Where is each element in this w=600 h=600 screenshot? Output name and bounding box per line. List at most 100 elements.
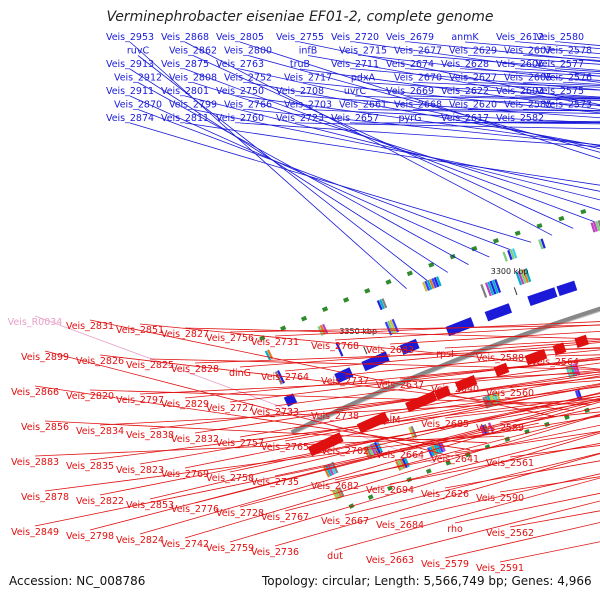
forward-gene-label: Veis_2603 [496, 86, 544, 97]
gc-mark [445, 460, 452, 466]
forward-cog-bar [489, 280, 497, 295]
forward-gene-label: Veis_2723 [276, 113, 324, 124]
reverse-gene-label: Veis_2832 [171, 434, 219, 445]
forward-gene-arrow [556, 280, 578, 297]
forward-cog-bar [376, 300, 383, 311]
forward-cog-bar [502, 251, 508, 262]
forward-cog-bar [595, 220, 600, 232]
forward-label-leader [129, 68, 449, 273]
reverse-gene-label: Veis_2694 [366, 485, 414, 496]
forward-gene-label: Veis_2715 [339, 46, 387, 57]
forward-cog-bar [519, 269, 527, 284]
forward-gene-label: Veis_2617 [441, 113, 489, 124]
forward-gene-label: Veis_2657 [331, 113, 379, 124]
gc-mark [406, 270, 413, 277]
reverse-label-leader [229, 357, 600, 403]
forward-gene-label: Veis_2661 [339, 100, 387, 111]
reverse-label-leader [184, 384, 600, 469]
forward-label-leader [409, 41, 600, 62]
reverse-gene-label: Veis_2829 [161, 399, 209, 410]
reverse-label-leader [184, 358, 600, 399]
reverse-gene-label: Veis_2640 [431, 384, 479, 395]
reverse-gene-label: Veis_2727 [206, 403, 254, 414]
reverse-cog-bar [322, 465, 330, 478]
reverse-gene-label: Veis_2564 [531, 357, 579, 368]
forward-cog-bar [504, 250, 511, 261]
gc-mark [280, 325, 287, 332]
forward-gene-label: Veis_2799 [169, 100, 217, 111]
forward-cog-bar [276, 370, 285, 384]
reverse-cog-bar [491, 393, 498, 406]
forward-cog-bar [522, 268, 529, 283]
forward-label-leader [307, 55, 600, 107]
forward-gene-label: uvrC [344, 86, 367, 97]
forward-gene-label: Veis_2708 [276, 86, 324, 97]
forward-gene-label: Veis_2578 [544, 46, 592, 57]
forward-gene-label: Veis_2711 [331, 59, 379, 70]
reverse-gene-label: Veis_2822 [76, 496, 124, 507]
forward-gene-label: Veis_2874 [106, 113, 154, 124]
reverse-label-leader [274, 362, 600, 407]
forward-gene-label: Veis_2862 [169, 46, 217, 57]
reverse-label-leader [194, 371, 600, 434]
reverse-gene-label: Veis_2757 [216, 438, 264, 449]
reverse-label-leader [229, 393, 600, 473]
gc-mark [300, 315, 308, 322]
forward-label-leader [239, 95, 600, 146]
reverse-cog-bar [336, 488, 343, 499]
forward-cog-bar [379, 299, 385, 310]
reverse-gene-arrow [454, 374, 478, 392]
forward-label-leader [409, 95, 600, 101]
reverse-gene-label: Veis_2579 [421, 559, 469, 570]
gc-mark [259, 335, 266, 342]
forward-gene-label: Veis_2811 [161, 113, 209, 124]
reverse-gene-label: Veis_2769 [161, 469, 209, 480]
accession-label: Accession: NC_008786 [9, 574, 146, 588]
reverse-gene-label: Veis_2702 [321, 446, 369, 457]
reverse-gene-label: Veis_R0034 [8, 317, 63, 328]
forward-cog-bar [538, 239, 544, 250]
reverse-gene-label: Veis_2588 [476, 353, 524, 364]
reverse-gene-label: Veis_2851 [116, 325, 164, 336]
forward-gene-label: Veis_2911 [106, 86, 154, 97]
reverse-label-leader [34, 315, 436, 465]
reverse-gene-label: Veis_2856 [21, 422, 69, 433]
forward-gene-label: Veis_2612 [496, 32, 544, 43]
forward-cog-bar [384, 321, 393, 336]
gc-mark [449, 253, 456, 260]
reverse-gene-label: Veis_2820 [66, 391, 114, 402]
reverse-gene-label: Veis_2683 [366, 345, 414, 356]
forward-label-leader [247, 55, 600, 153]
reverse-gene-label: Veis_2684 [376, 520, 424, 531]
forward-gene-label: Veis_2801 [161, 86, 209, 97]
reverse-gene-arrow [574, 334, 589, 349]
reverse-label-leader [284, 342, 600, 372]
scale-tick-label: 3300 kbp [491, 267, 529, 276]
forward-label-leader [192, 82, 600, 211]
forward-cog-bar [335, 342, 344, 357]
forward-label-leader [239, 122, 600, 147]
reverse-label-leader [274, 321, 600, 337]
reverse-label-leader [34, 435, 505, 457]
forward-cog-bar [435, 276, 442, 287]
gc-mark [343, 297, 350, 303]
forward-label-leader [184, 122, 600, 186]
reverse-gene-label: Veis_2589 [476, 423, 524, 434]
reverse-gene-arrow [524, 348, 548, 366]
gc-mark [321, 306, 329, 312]
reverse-cog-bar [399, 459, 406, 470]
forward-gene-label: Veis_2628 [441, 59, 489, 70]
reverse-cog-bar [338, 487, 345, 498]
reverse-gene-label: Veis_2728 [216, 508, 264, 519]
reverse-gene-label: Veis_2768 [311, 341, 359, 352]
forward-gene-arrow [527, 287, 558, 306]
forward-cog-bar [517, 270, 525, 285]
forward-gene-label: Veis_2629 [449, 46, 497, 57]
reverse-label-leader [284, 431, 600, 512]
forward-label-leader [184, 68, 595, 223]
forward-cog-bar [540, 238, 546, 249]
forward-label-leader [239, 68, 600, 150]
reverse-gene-label: Veis_2834 [76, 426, 124, 437]
forward-label-leader [354, 68, 600, 91]
reverse-gene-label: Veis_2756 [206, 333, 254, 344]
